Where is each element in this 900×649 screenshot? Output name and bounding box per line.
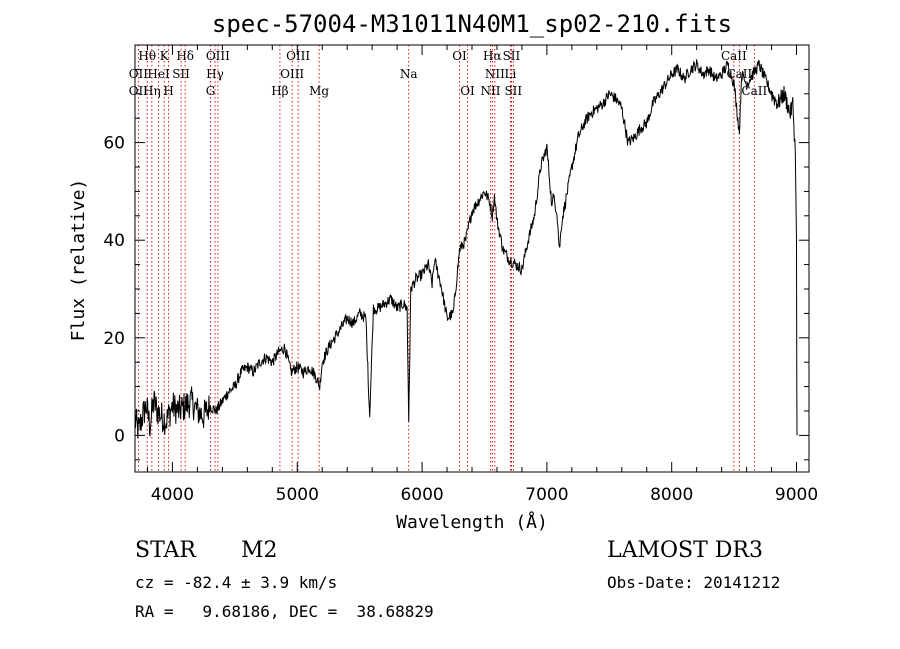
y-tick-label: 40 [103, 231, 125, 251]
x-tick-label: 9000 [775, 485, 818, 505]
spectrum-series [134, 59, 798, 439]
redshift-cz: cz = -82.4 ± 3.9 km/s [135, 573, 338, 592]
y-tick-label: 20 [103, 329, 125, 349]
line-label: OI [460, 84, 475, 98]
x-tick-label: 6000 [400, 485, 443, 505]
line-label: Hδ [176, 49, 194, 63]
line-label: OIII [280, 67, 304, 81]
survey-name: LAMOST DR3 [607, 538, 763, 563]
line-label: Hη [143, 84, 161, 98]
line-label: CaII [721, 49, 747, 63]
line-label: CaII [726, 67, 752, 81]
line-label: K [160, 49, 170, 63]
x-tick-label: 4000 [151, 485, 194, 505]
spectrum-line [134, 59, 798, 439]
line-label: OII [129, 84, 149, 98]
line-label: Li [505, 67, 517, 81]
obs-date: Obs-Date: 20141212 [607, 573, 781, 592]
line-label: HeI [147, 67, 170, 81]
line-label: CaII [741, 84, 767, 98]
axis-ticks: 4000 5000 6000 7000 8000 9000 0 20 40 60 [103, 45, 818, 505]
line-label: OII [129, 67, 149, 81]
line-label: NII [485, 67, 505, 81]
x-axis-label: Wavelength (Å) [396, 511, 548, 533]
line-label: OI [452, 49, 467, 63]
object-subclass: M2 [241, 538, 278, 563]
x-tick-label: 8000 [650, 485, 693, 505]
line-label: Hβ [271, 84, 288, 98]
line-label: OIII [206, 49, 230, 63]
x-tick-label: 5000 [276, 485, 319, 505]
line-label: G [206, 84, 216, 98]
line-label: H [163, 84, 173, 98]
line-label: Na [400, 67, 418, 81]
y-tick-label: 60 [103, 134, 125, 154]
line-label: SII [172, 67, 190, 81]
line-label: Hγ [206, 67, 224, 81]
y-axis-label: Flux (relative) [68, 179, 89, 342]
line-label: Hα [483, 49, 502, 63]
y-tick-label: 0 [114, 426, 125, 446]
line-label: SII [504, 84, 522, 98]
object-class: STAR [135, 538, 196, 563]
coordinates: RA = 9.68186, DEC = 38.68829 [135, 602, 434, 621]
chart-title: spec-57004-M31011N40M1_sp02-210.fits [212, 10, 732, 38]
line-label: Mg [309, 84, 329, 98]
line-label: Hθ [138, 49, 156, 63]
line-label: NII [480, 84, 500, 98]
line-label: OIII [286, 49, 310, 63]
line-label: SII [503, 49, 521, 63]
x-tick-label: 7000 [525, 485, 568, 505]
